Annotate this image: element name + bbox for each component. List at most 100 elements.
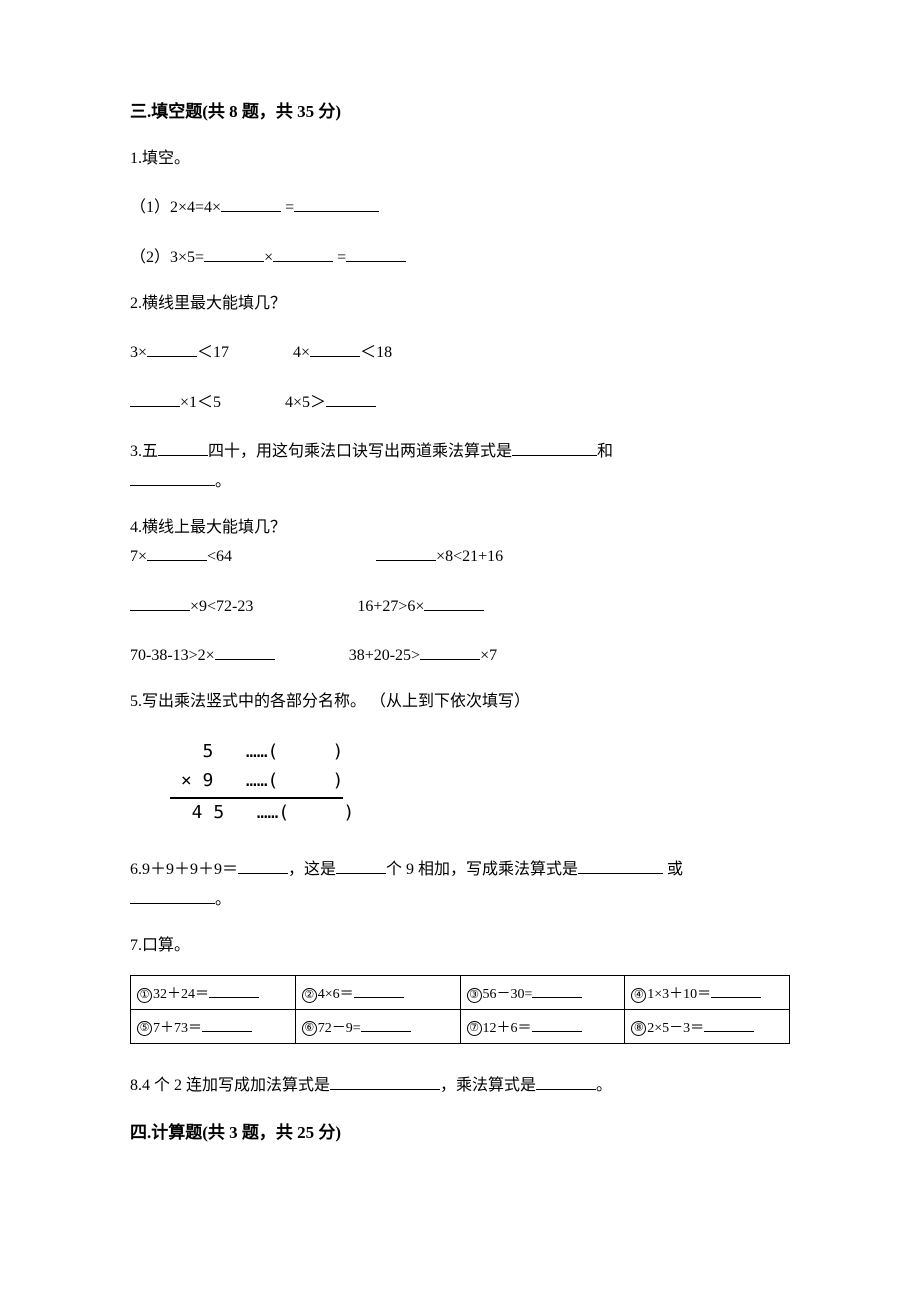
table-row: ⑤7＋73＝ ⑥72－9= ⑦12＋6＝ ⑧2×5－3＝ <box>131 1010 790 1044</box>
blank[interactable] <box>294 194 379 212</box>
blank[interactable] <box>376 543 436 561</box>
blank[interactable] <box>704 1014 754 1032</box>
q2-l1a-suf: ＜17 <box>197 344 229 361</box>
blank[interactable] <box>424 593 484 611</box>
q1-sub2: （2）3×5=× = <box>130 244 790 269</box>
circled-num: ⑤ <box>137 1021 152 1036</box>
q4-line3: 70-38-13>2× 38+20-25> ×7 <box>130 642 790 667</box>
circled-num: ④ <box>631 988 646 1003</box>
circled-num: ② <box>302 988 317 1003</box>
blank[interactable] <box>147 543 207 561</box>
q6-or: 或 <box>663 861 683 878</box>
q4-line2: ×9<72-23 16+27>6× <box>130 593 790 618</box>
blank[interactable] <box>361 1014 411 1032</box>
q6-mid1: ，这是 <box>288 861 336 878</box>
q6-period: 。 <box>215 891 231 908</box>
q6-prefix: 6.9＋9＋9＋9＝ <box>130 861 238 878</box>
blank[interactable] <box>326 389 376 407</box>
table-cell: ⑦12＋6＝ <box>460 1010 625 1044</box>
q2-l1a: 3× <box>130 344 147 361</box>
blank[interactable] <box>273 244 333 262</box>
question-7-label: 7.口算。 <box>130 935 790 957</box>
blank[interactable] <box>310 339 360 357</box>
question-4-label: 4.横线上最大能填几？ <box>130 517 790 539</box>
blank[interactable] <box>130 389 180 407</box>
q4-line1: 7×<64 ×8<21+16 <box>130 543 790 568</box>
q8-period: 。 <box>596 1077 612 1094</box>
q2-l1b: 4× <box>293 344 310 361</box>
table-cell: ⑤7＋73＝ <box>131 1010 296 1044</box>
blank[interactable] <box>532 1014 582 1032</box>
q3-mid: 四十，用这句乘法口诀写出两道乘法算式是 <box>208 443 512 460</box>
blank[interactable] <box>532 980 582 998</box>
table-cell: ②4×6＝ <box>295 976 460 1010</box>
blank[interactable] <box>420 642 480 660</box>
q2-line1: 3× ＜17 4× ＜18 <box>130 339 790 364</box>
blank[interactable] <box>711 980 761 998</box>
q4-l3b-suf: ×7 <box>480 647 497 664</box>
circled-num: ③ <box>467 988 482 1003</box>
vcalc-row-3: 4 5 ……( ) <box>170 799 790 828</box>
q1-sub2-prefix: （2）3×5= <box>130 249 204 266</box>
question-3: 3.五 四十，用这句乘法口诀写出两道乘法算式是 和 <box>130 438 790 463</box>
blank[interactable] <box>336 856 386 874</box>
q1-sub1-prefix: （1）2×4=4× <box>130 199 221 216</box>
q1-sub1-eq: = <box>281 199 294 216</box>
blank[interactable] <box>204 244 264 262</box>
q6-cont: 。 <box>130 886 790 911</box>
q4-l3b: 38+20-25> <box>349 647 420 664</box>
table-cell: ④1×3＋10＝ <box>625 976 790 1010</box>
cell-expr: 7＋73＝ <box>153 1021 202 1036</box>
vcalc-row-2: × 9 ……( ) <box>170 767 790 800</box>
blank[interactable] <box>330 1072 440 1090</box>
q2-l2a-suf: ×1＜5 <box>180 394 221 411</box>
blank[interactable] <box>354 980 404 998</box>
cell-expr: 12＋6＝ <box>483 1021 532 1036</box>
q4-l3a: 70-38-13>2× <box>130 647 215 664</box>
circled-num: ① <box>137 988 152 1003</box>
blank[interactable] <box>221 194 281 212</box>
q3-prefix: 3.五 <box>130 443 158 460</box>
blank[interactable] <box>130 886 215 904</box>
q8-mid: ，乘法算式是 <box>440 1077 536 1094</box>
blank[interactable] <box>346 244 406 262</box>
cell-expr: 1×3＋10＝ <box>647 987 711 1002</box>
question-1: 1.填空。 <box>130 148 790 170</box>
q1-label: 1.填空。 <box>130 148 790 170</box>
blank[interactable] <box>512 438 597 456</box>
vcalc-row-2-text: × 9 ……( ) <box>170 767 343 800</box>
q6-mid2: 个 9 相加，写成乘法算式是 <box>386 861 578 878</box>
vcalc-row-1: 5 ……( ) <box>170 738 790 767</box>
q4-l2a-suf: ×9<72-23 <box>190 598 253 615</box>
circled-num: ⑧ <box>631 1021 646 1036</box>
cell-expr: 32＋24＝ <box>153 987 209 1002</box>
blank[interactable] <box>215 642 275 660</box>
blank[interactable] <box>130 468 215 486</box>
blank[interactable] <box>130 593 190 611</box>
q4-l1b-suf: ×8<21+16 <box>436 548 503 565</box>
blank[interactable] <box>147 339 197 357</box>
blank[interactable] <box>209 980 259 998</box>
blank[interactable] <box>238 856 288 874</box>
circled-num: ⑦ <box>467 1021 482 1036</box>
q1-sub1: （1）2×4=4× = <box>130 194 790 219</box>
circled-num: ⑥ <box>302 1021 317 1036</box>
q2-l2b: 4×5＞ <box>285 394 326 411</box>
cell-expr: 2×5－3＝ <box>647 1021 704 1036</box>
table-row: ①32＋24＝ ②4×6＝ ③56－30= ④1×3＋10＝ <box>131 976 790 1010</box>
question-8: 8.4 个 2 连加写成加法算式是，乘法算式是。 <box>130 1072 790 1097</box>
table-cell: ③56－30= <box>460 976 625 1010</box>
blank[interactable] <box>578 856 663 874</box>
q1-sub2-eq: = <box>333 249 346 266</box>
blank[interactable] <box>158 438 208 456</box>
blank[interactable] <box>202 1014 252 1032</box>
question-2: 2.横线里最大能填几？ <box>130 293 790 315</box>
q3-cont: 。 <box>130 468 790 493</box>
q4-l1a-suf: <64 <box>207 548 232 565</box>
q2-l1b-suf: ＜18 <box>360 344 392 361</box>
question-5-label: 5.写出乘法竖式中的各部分名称。 （从上到下依次填写） <box>130 691 790 713</box>
cell-expr: 56－30= <box>483 987 533 1002</box>
q3-and: 和 <box>597 443 613 460</box>
q4-l2b: 16+27>6× <box>357 598 424 615</box>
blank[interactable] <box>536 1072 596 1090</box>
